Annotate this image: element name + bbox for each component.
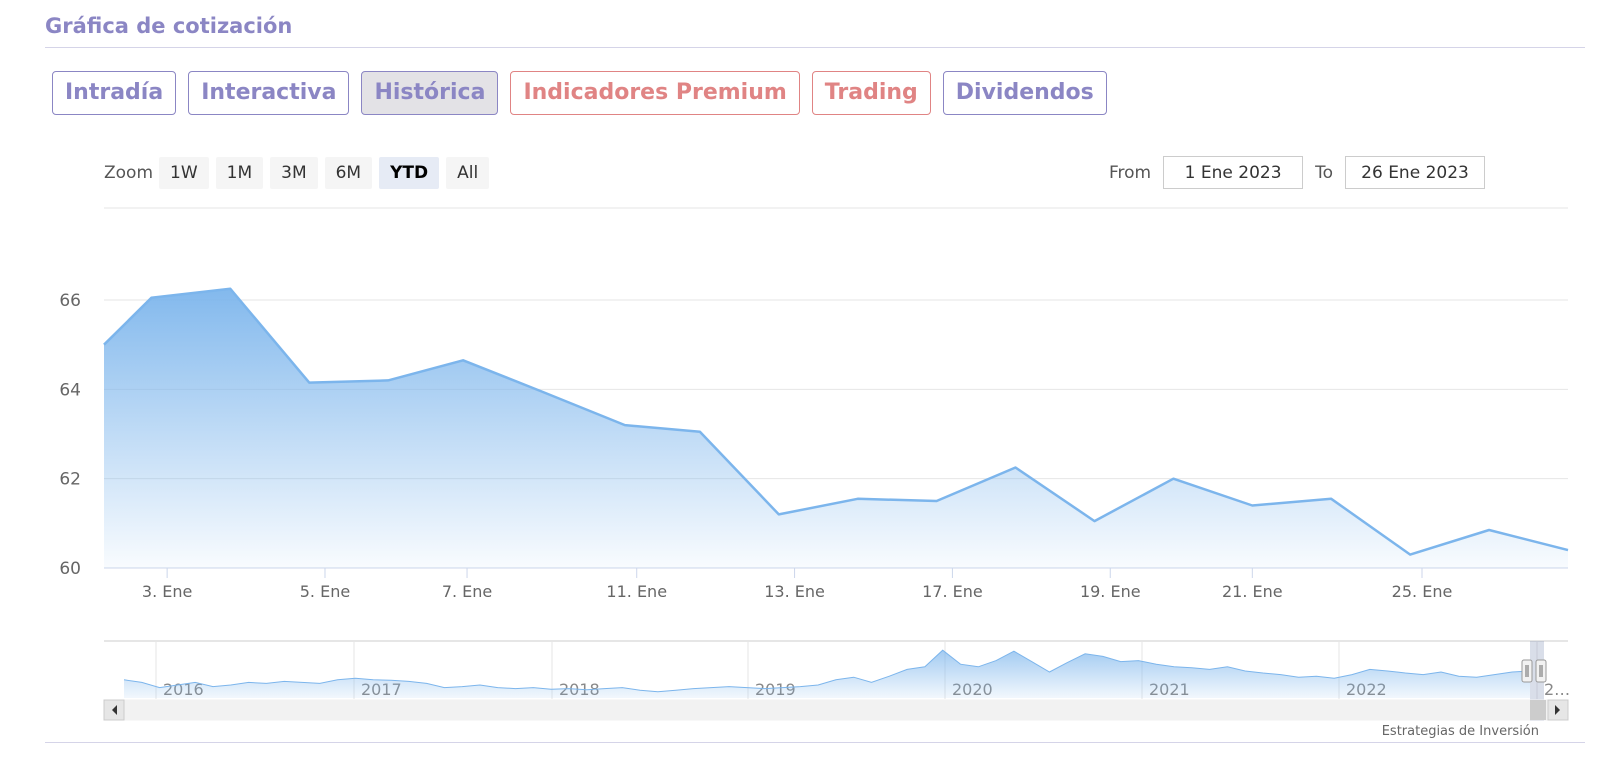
bottom-divider <box>45 742 1585 743</box>
tab-intradia[interactable]: Intradía <box>52 71 177 115</box>
x-tick-label: 21. Ene <box>1222 582 1283 601</box>
zoom-1m-button[interactable]: 1M <box>215 157 264 189</box>
x-tick-label: 25. Ene <box>1392 582 1453 601</box>
to-label: To <box>1315 162 1333 183</box>
to-date-input[interactable] <box>1345 156 1485 189</box>
y-tick-label: 64 <box>59 380 81 400</box>
x-tick-label: 13. Ene <box>764 582 825 601</box>
navigator-handle-right[interactable] <box>1535 659 1547 683</box>
navigator-year-label: 2… <box>1544 680 1570 699</box>
zoom-label: Zoom <box>104 163 154 183</box>
chart-credit: Estrategias de Inversión <box>1381 724 1539 739</box>
from-label: From <box>1108 162 1152 183</box>
left-arrow-icon <box>112 705 117 715</box>
series-line <box>103 287 1569 556</box>
zoom-6m-button[interactable]: 6M <box>324 157 373 189</box>
tab-interactiva[interactable]: Interactiva <box>188 71 350 115</box>
zoom-all-button[interactable]: All <box>446 157 490 189</box>
chart-tabs: Intradía Interactiva Histórica Indicador… <box>52 71 1107 115</box>
zoom-3m-button[interactable]: 3M <box>270 157 318 189</box>
title-divider <box>45 47 1585 48</box>
y-tick-label: 62 <box>59 470 81 490</box>
plot-area <box>103 287 1569 568</box>
section-title: Gráfica de cotización <box>45 14 293 38</box>
navigator-area <box>124 650 1530 698</box>
zoom-1w-button[interactable]: 1W <box>159 157 209 189</box>
tab-dividendos[interactable]: Dividendos <box>942 71 1107 115</box>
scrollbar-track[interactable] <box>103 699 1569 721</box>
navigator-handle-left[interactable] <box>1521 659 1533 683</box>
scrollbar-thumb[interactable] <box>1530 700 1546 720</box>
x-tick-label: 19. Ene <box>1080 582 1141 601</box>
navigator-line <box>123 649 1531 693</box>
x-axis: 3. Ene 5. Ene 7. Ene 11. Ene 13. Ene 17. Ene 1… <box>142 568 1452 601</box>
date-range-selector: From To <box>1097 156 1485 189</box>
x-tick-label: 7. Ene <box>442 582 492 601</box>
tab-historica[interactable]: Histórica <box>361 71 499 115</box>
x-tick-label: 3. Ene <box>142 582 192 601</box>
tab-trading[interactable]: Trading <box>811 71 931 115</box>
navigator[interactable]: 20162017201820192020202120222… <box>103 640 1570 721</box>
x-tick-label: 5. Ene <box>300 582 350 601</box>
y-tick-label: 60 <box>59 559 81 579</box>
y-axis: 60 62 64 66 <box>59 291 81 579</box>
y-tick-label: 66 <box>59 291 81 311</box>
right-arrow-icon <box>1555 705 1560 715</box>
x-tick-label: 11. Ene <box>606 582 667 601</box>
series-area <box>104 288 1568 568</box>
from-date-input[interactable] <box>1163 156 1304 189</box>
zoom-ytd-button[interactable]: YTD <box>379 157 440 189</box>
zoom-selector: Zoom 1W 1M 3M 6M YTD All <box>104 156 496 190</box>
x-tick-label: 17. Ene <box>922 582 983 601</box>
tab-indicadores-premium[interactable]: Indicadores Premium <box>510 71 800 115</box>
